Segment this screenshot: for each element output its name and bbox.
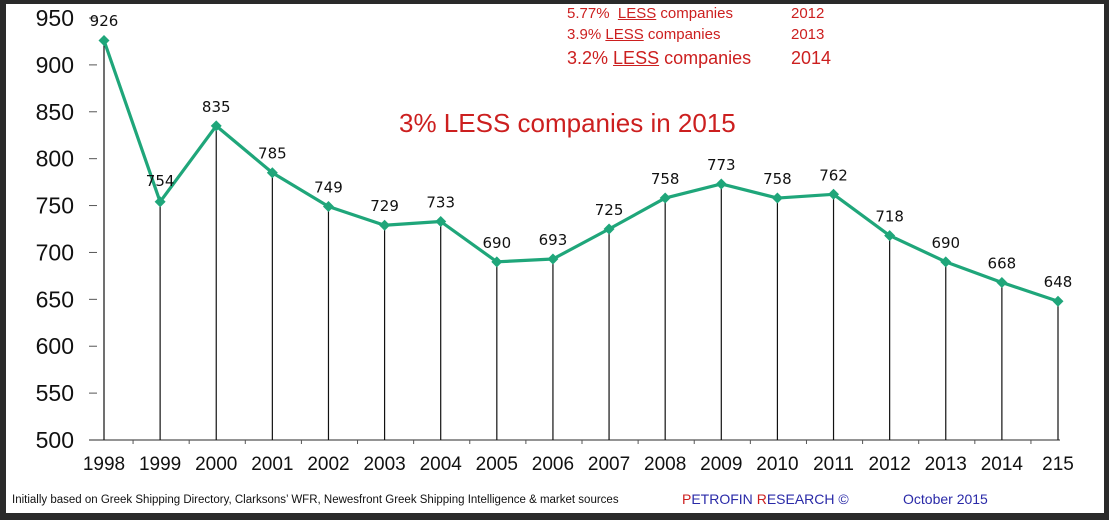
x-tick-label: 2001 xyxy=(251,454,293,475)
data-label: 725 xyxy=(595,201,624,219)
data-label: 758 xyxy=(763,170,792,188)
data-point-marker xyxy=(435,215,447,227)
x-tick-label: 2006 xyxy=(532,454,574,475)
x-tick-label: 2007 xyxy=(588,454,630,475)
data-point-marker xyxy=(98,35,110,47)
data-point-marker xyxy=(996,276,1008,288)
data-label: 693 xyxy=(539,231,568,249)
note-2014-pct: 3.2% xyxy=(567,48,609,68)
x-tick-label: 2008 xyxy=(644,454,686,475)
x-tick-label: 2005 xyxy=(476,454,518,475)
x-tick-label: 2011 xyxy=(813,454,854,475)
x-tick-label: 1999 xyxy=(139,454,181,475)
data-point-marker xyxy=(1052,295,1064,307)
data-point-marker xyxy=(715,178,727,190)
data-label: 690 xyxy=(931,234,960,252)
data-point-marker xyxy=(322,200,334,212)
x-tick-label: 2002 xyxy=(307,454,349,475)
brand-end: ESEARCH © xyxy=(766,491,849,507)
y-tick-label: 550 xyxy=(36,380,74,406)
data-point-marker xyxy=(828,188,840,200)
y-tick-label: 900 xyxy=(36,52,74,78)
y-tick-label: 750 xyxy=(36,193,74,219)
source-note: Initially based on Greek Shipping Direct… xyxy=(12,494,619,506)
y-tick-label: 950 xyxy=(36,5,74,31)
data-point-marker xyxy=(603,223,615,235)
data-label: 749 xyxy=(314,178,343,196)
note-2014-less: LESS xyxy=(613,48,660,68)
note-2014: 3.2% LESS companies 2014 xyxy=(567,48,831,69)
series-line xyxy=(102,39,1059,303)
x-tick-label: 2013 xyxy=(925,454,967,475)
y-tick-label: 650 xyxy=(36,286,74,312)
data-point-marker xyxy=(154,196,166,208)
data-point-marker xyxy=(210,120,222,132)
note-2012-less: LESS xyxy=(617,5,657,22)
data-label: 835 xyxy=(202,98,231,116)
data-point-marker xyxy=(379,219,391,231)
note-2012: 5.77% LESS companies 2012 xyxy=(567,5,824,22)
data-label: 785 xyxy=(258,145,287,163)
brand-p: P xyxy=(682,491,692,507)
data-point-marker xyxy=(940,256,952,268)
data-label: 733 xyxy=(426,193,455,211)
data-label: 758 xyxy=(651,170,680,188)
x-tick-label: 2014 xyxy=(981,454,1024,475)
note-2013-pct: 3.9% xyxy=(567,26,602,43)
data-label: 668 xyxy=(988,254,1017,272)
note-2014-rest: companies xyxy=(664,48,752,68)
y-tick-label: 600 xyxy=(36,333,74,359)
x-tick-label: 2000 xyxy=(195,454,237,475)
x-tick-label: 2010 xyxy=(756,454,798,475)
data-point-marker xyxy=(491,256,503,268)
y-tick-label: 500 xyxy=(36,427,74,453)
data-label: 926 xyxy=(90,12,119,30)
x-tick-label: 1998 xyxy=(83,454,125,475)
headline-annotation: 3% LESS companies in 2015 xyxy=(399,108,736,138)
note-2013-year: 2013 xyxy=(791,26,825,43)
data-label: 648 xyxy=(1044,273,1073,291)
note-2014-year: 2014 xyxy=(791,48,832,68)
date-label: October 2015 xyxy=(903,491,988,507)
note-2012-year: 2012 xyxy=(791,5,825,22)
y-tick-label: 850 xyxy=(36,99,74,125)
note-2013: 3.9% LESS companies 2013 xyxy=(567,26,824,43)
line-chart: 500 550 600 650 700 750 800 850 900 950 926 754 835 7… xyxy=(36,5,1074,475)
brand-label: PETROFIN RESEARCH © xyxy=(682,491,849,507)
x-tick-label: 2004 xyxy=(420,454,463,475)
note-2012-pct: 5.77% xyxy=(567,5,610,22)
y-tick-label: 800 xyxy=(36,146,74,172)
data-label: 690 xyxy=(483,234,512,252)
chart-canvas: 500 550 600 650 700 750 800 850 900 950 926 754 835 7… xyxy=(6,4,1104,513)
x-tick-label: 2012 xyxy=(869,454,911,475)
brand-r: R xyxy=(756,491,767,507)
data-point-marker xyxy=(659,192,671,204)
data-point-marker xyxy=(771,192,783,204)
brand-mid: ETROFIN xyxy=(691,491,757,507)
note-2013-less: LESS xyxy=(605,26,644,43)
data-label: 718 xyxy=(875,208,904,226)
y-tick-label: 700 xyxy=(36,239,74,265)
x-tick-label: 2009 xyxy=(700,454,742,475)
data-label: 729 xyxy=(370,197,399,215)
x-tick-label: 2003 xyxy=(363,454,405,475)
data-point-marker xyxy=(266,167,278,179)
note-2013-rest: companies xyxy=(647,26,721,43)
data-label: 762 xyxy=(819,166,848,184)
data-label: 773 xyxy=(707,156,736,174)
data-point-marker xyxy=(884,230,896,242)
data-label: 754 xyxy=(146,172,175,190)
x-tick-label: 215 xyxy=(1042,454,1074,475)
note-2012-rest: companies xyxy=(660,5,733,22)
